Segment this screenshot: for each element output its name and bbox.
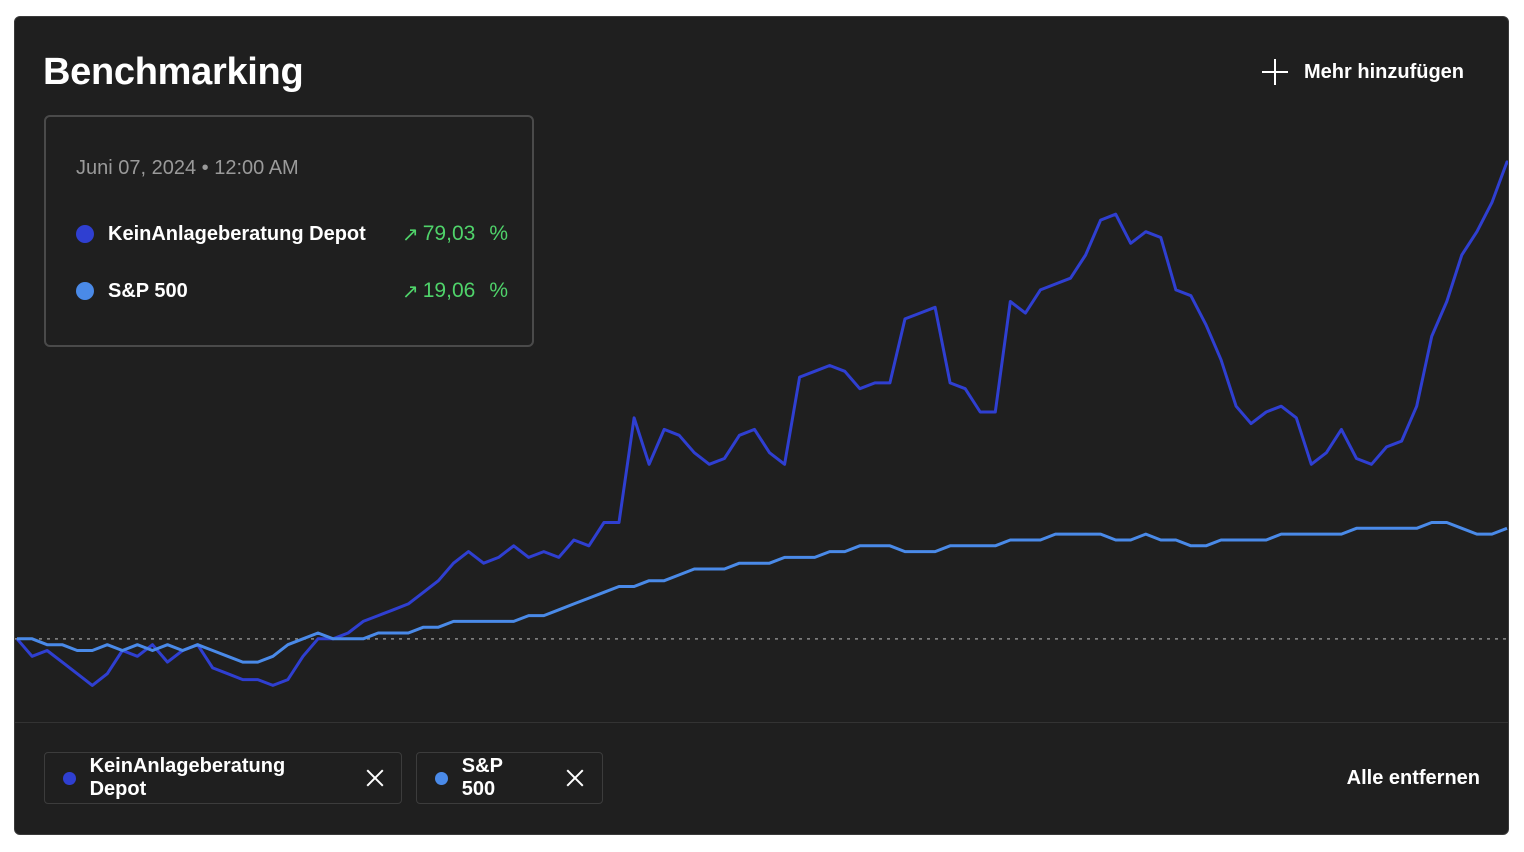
close-icon[interactable] [566, 769, 584, 787]
series-line-sp500 [17, 521, 1508, 664]
tooltip-row-depot: KeinAnlageberatung Depot ↗ 79,03 % [76, 219, 508, 249]
tooltip-row-sp500: S&P 500 ↗ 19,06 % [76, 276, 508, 306]
footer-divider [15, 722, 1508, 723]
page-title: Benchmarking [43, 51, 304, 93]
chip-label: S&P 500 [461, 755, 503, 800]
add-more-button[interactable]: Mehr hinzufügen [1262, 59, 1464, 85]
series-dot-icon [76, 282, 94, 300]
chart-tooltip: Juni 07, 2024 • 12:00 AM KeinAnlageberat… [44, 115, 534, 347]
series-dot-icon [435, 771, 448, 785]
plus-icon [1262, 59, 1289, 85]
tooltip-series-value: ↗ 19,06 % [402, 279, 508, 304]
tooltip-value-number: 79,03 [422, 222, 476, 245]
chip-label: KeinAnlageberatung Depot [89, 755, 286, 800]
benchmark-chip-depot[interactable]: KeinAnlageberatung Depot [44, 752, 402, 804]
remove-all-button[interactable]: Alle entfernen [1346, 767, 1480, 789]
series-line-depot [15, 160, 1508, 687]
benchmarking-card: Benchmarking Mehr hinzufügen Juni 07, 20… [14, 16, 1509, 835]
series-dot-icon [76, 225, 94, 243]
trend-up-icon: ↗ [401, 280, 419, 303]
tooltip-series-name: KeinAnlageberatung Depot [108, 222, 366, 245]
tooltip-value-unit: % [489, 222, 508, 245]
tooltip-series-value: ↗ 79,03 % [402, 222, 508, 247]
benchmark-line-chart[interactable] [15, 17, 1509, 722]
tooltip-date: Juni 07, 2024 • 12:00 AM [76, 157, 299, 179]
tooltip-value-number: 19,06 [422, 279, 476, 302]
add-more-label: Mehr hinzufügen [1304, 60, 1464, 83]
tooltip-value-unit: % [489, 279, 508, 302]
trend-up-icon: ↗ [401, 223, 419, 246]
close-icon[interactable] [366, 769, 383, 787]
benchmark-chip-sp500[interactable]: S&P 500 [416, 752, 603, 804]
series-dot-icon [63, 771, 76, 785]
tooltip-series-name: S&P 500 [108, 279, 188, 302]
